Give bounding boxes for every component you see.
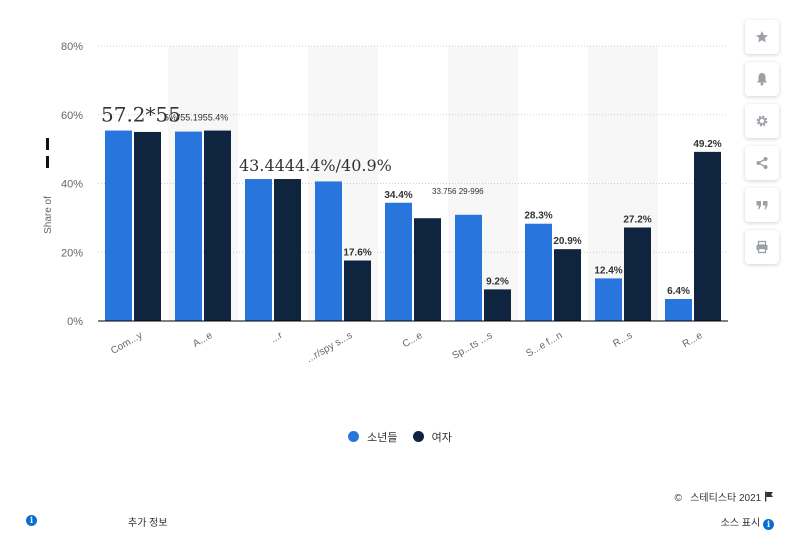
bar-series1 <box>525 223 552 321</box>
show-source-link[interactable]: 소스 표시 i <box>721 514 774 530</box>
x-tick-label: Sp...ts ...s <box>450 330 494 362</box>
data-label: 34.4% <box>384 190 412 201</box>
data-label: 57.2*55 <box>101 103 181 127</box>
x-tick-label: ...r/spy s...s <box>305 330 355 365</box>
settings-button[interactable] <box>745 104 779 138</box>
legend-label: 소년들 <box>367 432 398 444</box>
legend-marker <box>348 431 360 442</box>
bar-series2 <box>554 249 581 321</box>
bar-series1 <box>595 278 622 321</box>
y-tick-label: 40% <box>61 179 83 191</box>
bar-series2 <box>134 131 161 321</box>
footer-info: i 추가 정보 <box>26 514 168 529</box>
more-info-link[interactable]: 추가 정보 <box>128 518 168 529</box>
x-tick-label: S...e f...n <box>524 330 564 360</box>
data-label: 43.4444.4%/40.9% <box>239 156 392 175</box>
copyright-text: 스테티스타 2021 <box>690 493 762 504</box>
bar-series2 <box>624 227 651 321</box>
x-tick-label: ...r <box>269 330 285 346</box>
legend-item-series1[interactable]: 소년들 <box>348 429 398 445</box>
data-label: 17.6% <box>343 248 371 259</box>
data-label: 27.2% <box>623 215 651 226</box>
data-label: 20.9% <box>553 236 581 247</box>
y-tick-label: 0% <box>67 316 83 328</box>
data-label: 9.2% <box>486 276 509 287</box>
info-icon: i <box>763 519 774 530</box>
print-icon <box>756 240 768 254</box>
copyright-symbol: © <box>674 493 682 504</box>
y-tick-label: 60% <box>61 110 83 122</box>
bar-series2 <box>204 130 231 321</box>
data-label: 6.4% <box>667 286 690 297</box>
bar-series2 <box>344 260 371 321</box>
bar-series2 <box>694 151 721 321</box>
favorite-button[interactable] <box>745 20 779 54</box>
y-axis-marker <box>46 156 49 168</box>
data-label: 28.3% <box>524 211 552 222</box>
data-label: 5%"55.1955.4% <box>164 113 228 123</box>
quote-icon <box>756 201 768 210</box>
info-icon[interactable]: i <box>26 515 37 526</box>
data-label: 12.4% <box>594 265 622 276</box>
x-tick-label: R...e <box>681 330 705 350</box>
data-label: 33.756 29-996 <box>432 187 484 196</box>
star-icon <box>756 31 768 43</box>
legend-item-series2[interactable]: 여자 <box>412 429 452 445</box>
y-tick-label: 20% <box>61 247 83 259</box>
bar-series1 <box>385 202 412 321</box>
copyright: © 스테티스타 2021 <box>674 489 774 504</box>
bar-series1 <box>455 214 482 321</box>
bar-series1 <box>665 299 692 321</box>
x-tick-label: C...e <box>401 330 425 350</box>
bar-series1 <box>105 130 132 321</box>
y-tick-label: 80% <box>61 41 83 53</box>
print-button[interactable] <box>745 230 779 264</box>
bar-series2 <box>274 179 301 321</box>
gear-icon <box>756 115 768 127</box>
share-button[interactable] <box>745 146 779 180</box>
y-axis-marker <box>46 138 49 150</box>
bar-series1 <box>245 179 272 321</box>
cite-button[interactable] <box>745 188 779 222</box>
share-icon <box>756 157 768 169</box>
data-label: 49.2% <box>693 139 721 150</box>
bar-series2 <box>414 218 441 321</box>
bar-series2 <box>484 289 511 321</box>
x-tick-label: Com...y <box>109 330 144 357</box>
legend: 소년들 여자 <box>0 429 800 445</box>
x-tick-label: R...s <box>611 330 634 350</box>
flag-icon <box>765 491 773 502</box>
bar-series1 <box>175 131 202 321</box>
legend-label: 여자 <box>431 432 452 444</box>
legend-marker <box>412 431 424 442</box>
y-axis-label: Share of <box>43 196 54 234</box>
bell-icon <box>757 73 767 86</box>
x-tick-label: A...e <box>191 330 215 350</box>
show-source-label: 소스 표시 <box>720 518 761 529</box>
bar-series1 <box>315 181 342 321</box>
notification-button[interactable] <box>745 62 779 96</box>
